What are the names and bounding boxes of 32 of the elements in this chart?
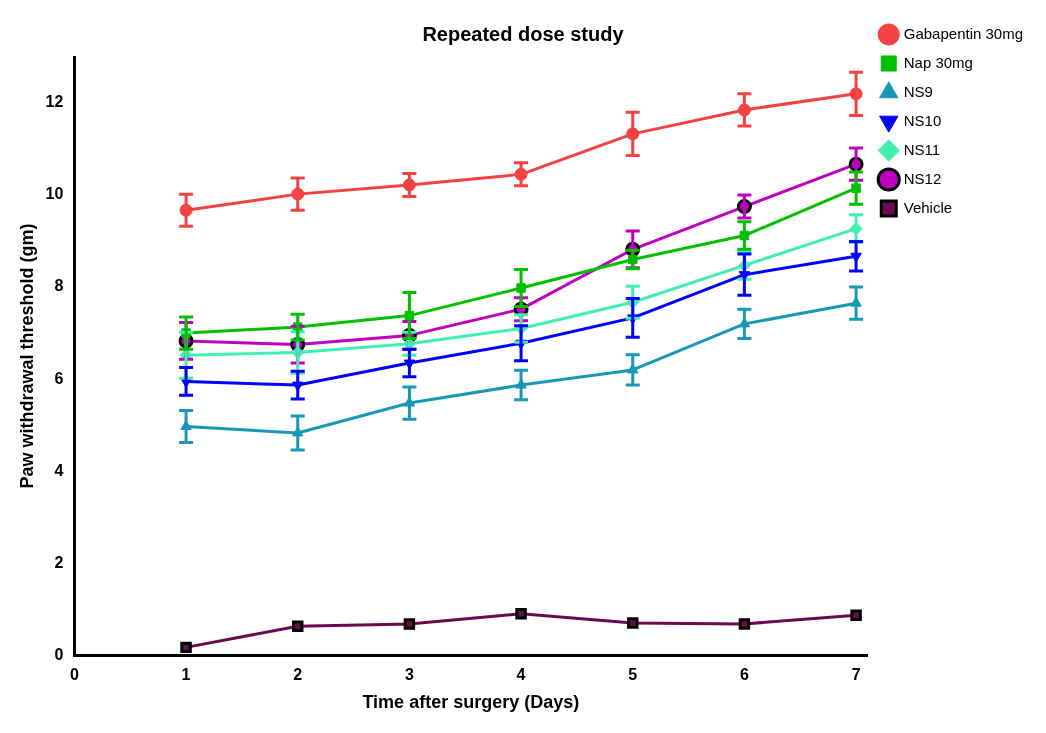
y-tick-label: 8 <box>54 277 64 295</box>
y-tick-label: 4 <box>54 461 64 479</box>
y-tick-label: 0 <box>54 645 64 663</box>
chart-title: Repeated dose study <box>422 22 625 45</box>
x-tick-label: 4 <box>516 666 526 684</box>
x-tick-label: 1 <box>181 666 191 684</box>
x-tick-label: 6 <box>739 666 749 684</box>
y-tick-label: 12 <box>45 93 64 111</box>
point <box>291 620 304 632</box>
x-tick-label: 3 <box>404 666 414 684</box>
x-tick-label: 5 <box>628 666 638 684</box>
legend-label: NS12 <box>903 169 942 187</box>
x-tick-label: 2 <box>293 666 303 684</box>
x-axis-title: Time after surgery (Days) <box>362 692 580 713</box>
legend-label: Gabapentin 30mg <box>903 24 1024 42</box>
point <box>627 617 639 629</box>
y-tick-label: 2 <box>54 553 64 571</box>
point <box>515 608 527 620</box>
y-axis-title: Paw withdrawal threshold (gm) <box>16 223 37 489</box>
y-tick-label: 10 <box>45 185 64 203</box>
x-tick-label: 7 <box>851 666 861 684</box>
legend-label: NS9 <box>903 82 933 100</box>
legend-label: Vehicle <box>903 198 953 216</box>
legend-label: NS10 <box>903 111 942 129</box>
legend-label: Nap 30mg <box>903 53 973 71</box>
x-tick-label: 0 <box>69 666 79 684</box>
point <box>403 618 416 630</box>
point <box>180 641 192 654</box>
y-tick-label: 6 <box>54 369 64 387</box>
legend-label: NS11 <box>903 140 941 158</box>
point <box>738 618 751 630</box>
point <box>850 609 862 621</box>
